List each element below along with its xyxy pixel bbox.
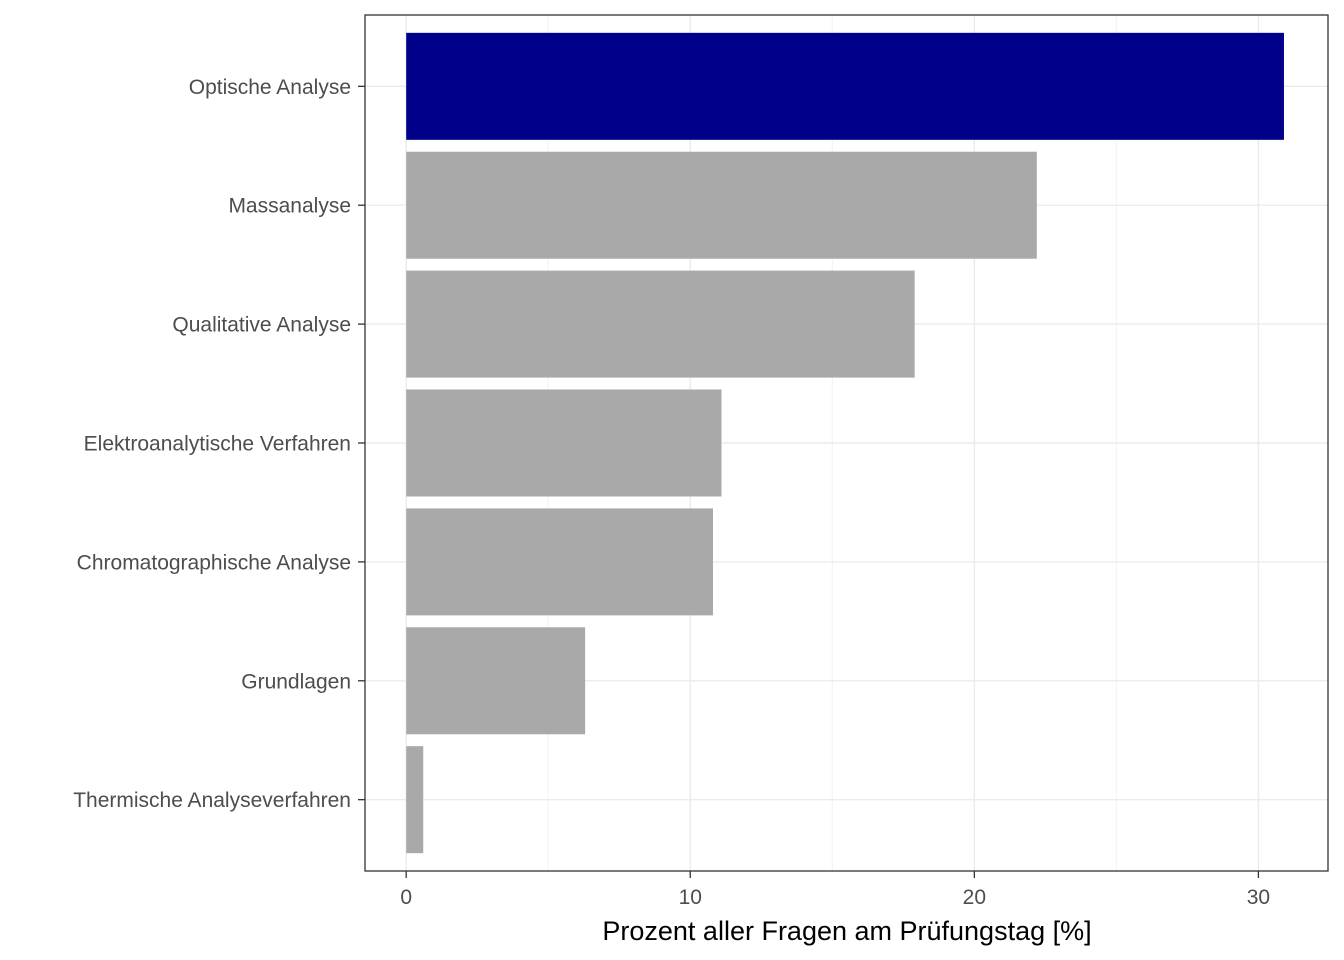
x-tick-label: 20 xyxy=(963,886,986,909)
y-tick-label: Optische Analyse xyxy=(189,76,351,99)
bar xyxy=(406,389,722,497)
x-tick-label: 30 xyxy=(1247,886,1270,909)
y-axis: Optische Analyse Massanalyse Qualitative A… xyxy=(73,76,365,812)
y-tick-label: Chromatographische Analyse xyxy=(77,551,351,574)
x-axis-title: Prozent aller Fragen am Prüfungstag [%] xyxy=(602,916,1091,946)
bar xyxy=(406,627,586,735)
y-tick-label: Thermische Analyseverfahren xyxy=(73,789,351,812)
bar xyxy=(406,270,915,378)
bar xyxy=(406,508,713,616)
x-tick-label: 0 xyxy=(400,886,412,909)
bar xyxy=(406,32,1284,140)
y-tick-label: Grundlagen xyxy=(241,670,351,693)
bar xyxy=(406,746,424,854)
y-tick-label: Elektroanalytische Verfahren xyxy=(84,433,351,456)
y-tick-label: Qualitative Analyse xyxy=(172,314,351,337)
bar xyxy=(406,151,1037,259)
x-tick-label: 10 xyxy=(679,886,702,909)
bars xyxy=(406,32,1284,854)
x-axis: 0 10 20 30 xyxy=(400,871,1270,909)
y-tick-label: Massanalyse xyxy=(228,195,351,218)
